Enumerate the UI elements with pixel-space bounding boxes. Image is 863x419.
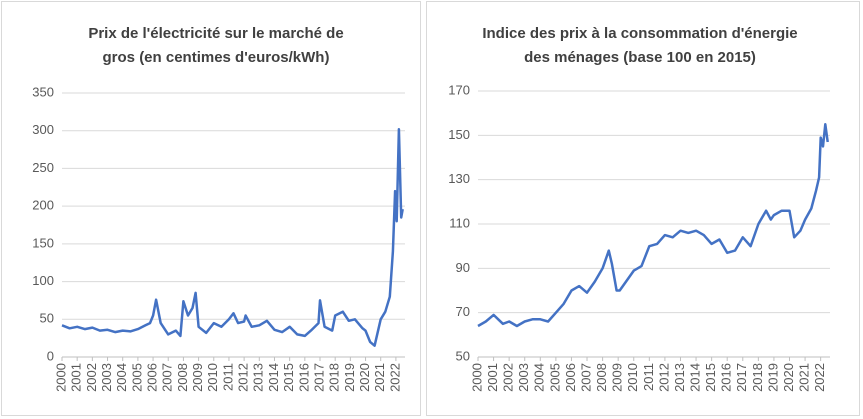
y-tick-label: 0	[47, 348, 54, 363]
x-tick-label: 2022	[387, 363, 402, 392]
y-tick-label: 170	[448, 82, 470, 97]
x-tick-label: 2021	[372, 363, 387, 392]
x-tick-label: 2001	[485, 363, 500, 392]
title-line: gros (en centimes d'euros/kWh)	[103, 49, 330, 66]
x-tick-label: 2006	[563, 363, 578, 392]
x-tick-label: 2010	[205, 363, 220, 392]
y-tick-label: 150	[448, 127, 470, 142]
x-tick-label: 2002	[84, 363, 99, 392]
x-tick-label: 2018	[327, 363, 342, 392]
x-tick-label: 2012	[236, 363, 251, 392]
x-tick-label: 2004	[532, 363, 547, 392]
x-tick-label: 2013	[251, 363, 266, 392]
x-tick-label: 2003	[516, 363, 531, 392]
x-tick-label: 2011	[641, 363, 656, 391]
x-tick-label: 2008	[594, 363, 609, 392]
x-tick-label: 2011	[220, 363, 235, 391]
x-tick-label: 2012	[656, 363, 671, 392]
x-tick-label: 2021	[797, 363, 812, 392]
x-tick-label: 2020	[781, 363, 796, 392]
x-tick-label: 2003	[99, 363, 114, 392]
y-tick-label: 70	[456, 304, 470, 319]
x-tick-label: 2007	[160, 363, 175, 392]
y-tick-label: 50	[40, 311, 54, 326]
x-tick-label: 2017	[734, 363, 749, 392]
y-tick-label: 110	[449, 215, 470, 230]
x-tick-label: 2016	[719, 363, 734, 392]
x-tick-label: 2022	[812, 363, 827, 392]
x-tick-label: 2004	[114, 363, 129, 392]
y-tick-label: 100	[32, 273, 54, 288]
x-tick-label: 2005	[547, 363, 562, 392]
x-tick-label: 2015	[703, 363, 718, 392]
line	[477, 123, 829, 328]
chart-title: Indice des prix à la consommation d'éner…	[482, 25, 797, 66]
y-tick-label: 150	[32, 235, 54, 250]
x-tick-label: 2009	[610, 363, 625, 392]
line	[61, 127, 404, 347]
y-tick-label: 50	[456, 348, 470, 363]
x-tick-label: 2010	[625, 363, 640, 392]
x-tick-label: 2020	[357, 363, 372, 392]
x-tick-label: 2000	[469, 363, 484, 392]
y-tick-label: 200	[32, 198, 54, 213]
title-line: Indice des prix à la consommation d'éner…	[482, 25, 797, 42]
x-tick-label: 2006	[144, 363, 159, 392]
x-tick-label: 2002	[501, 363, 516, 392]
y-tick-label: 250	[32, 160, 54, 175]
y-tick-label: 90	[456, 260, 470, 275]
x-tick-label: 2005	[129, 363, 144, 392]
x-tick-label: 2008	[175, 363, 190, 392]
y-tick-label: 350	[32, 84, 54, 99]
y-tick-label: 300	[32, 122, 54, 137]
x-tick-label: 2016	[296, 363, 311, 392]
x-tick-label: 2014	[687, 363, 702, 392]
x-tick-label: 2018	[750, 363, 765, 392]
chart-title: Prix de l'électricité sur le marché de gr…	[88, 25, 343, 66]
x-tick-label: 2001	[69, 363, 84, 392]
x-tick-label: 2009	[190, 363, 205, 392]
x-tick-label: 2014	[266, 363, 281, 392]
panel	[1, 1, 421, 416]
x-tick-label: 2017	[311, 363, 326, 392]
panel	[426, 1, 860, 416]
x-tick-label: 2019	[765, 363, 780, 392]
y-tick-label: 130	[448, 171, 470, 186]
x-tick-label: 2015	[281, 363, 296, 392]
x-tick-label: 2007	[578, 363, 593, 392]
x-tick-label: 2000	[53, 363, 68, 392]
x-tick-label: 2013	[672, 363, 687, 392]
title-line: Prix de l'électricité sur le marché de	[88, 25, 343, 42]
x-tick-label: 2019	[342, 363, 357, 392]
title-line: des ménages (base 100 en 2015)	[524, 49, 756, 66]
